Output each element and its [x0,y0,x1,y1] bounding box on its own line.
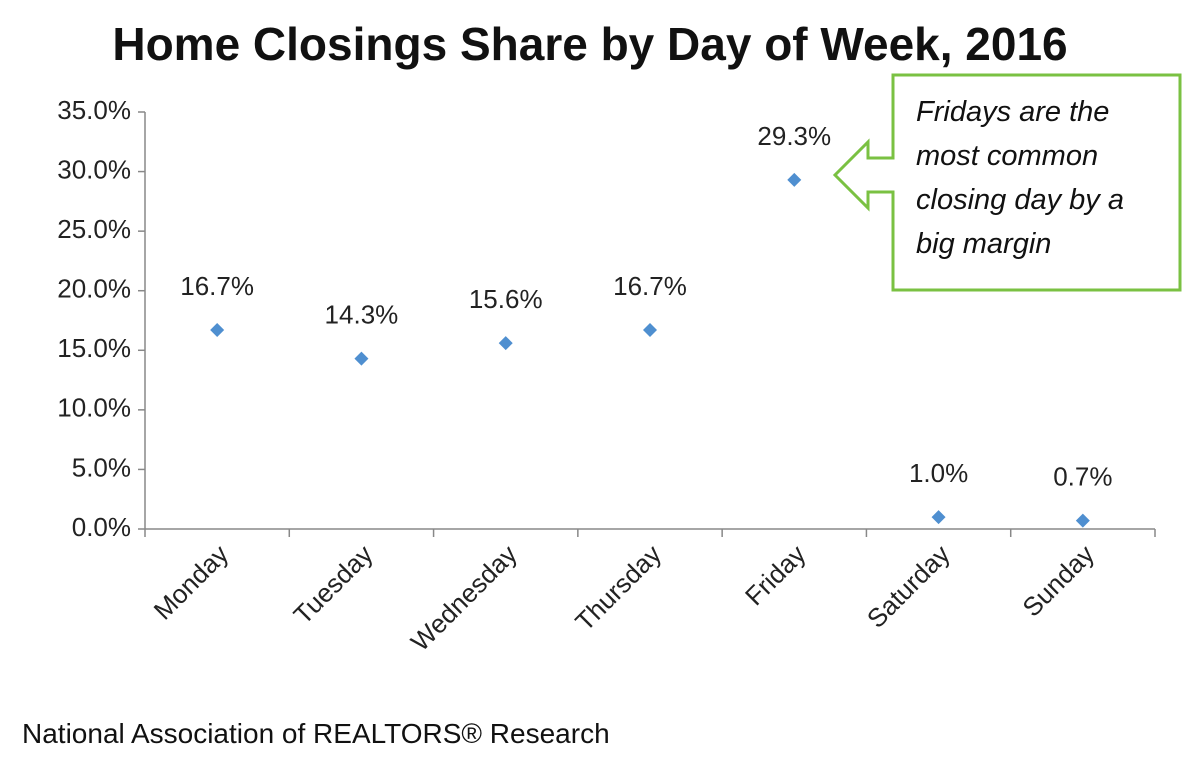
value-label: 29.3% [757,121,831,151]
marker [498,336,513,351]
marker [787,172,802,187]
value-label: 16.7% [613,271,687,301]
marker [643,323,657,338]
value-label: 16.7% [180,271,254,301]
value-label: 0.7% [1053,462,1112,492]
y-tick-label: 0.0% [72,512,131,542]
annotation-box [832,73,1182,292]
y-tick-label: 10.0% [57,393,131,423]
x-tick-label: Friday [739,539,811,611]
chart-title: Home Closings Share by Day of Week, 2016 [112,18,1068,70]
annotation: Fridays are the most common closing day … [916,96,1124,260]
x-tick-label: Thursday [569,539,667,637]
value-label: 15.6% [469,284,543,314]
x-tick-label: Monday [148,539,235,626]
y-tick-label: 30.0% [57,154,131,184]
y-tick-label: 15.0% [57,333,131,363]
x-tick-label: Sunday [1016,539,1100,623]
marker [210,323,225,338]
x-tick-label: Tuesday [287,539,378,630]
marker [931,510,946,525]
source: National Association of REALTORS® Resear… [22,718,610,749]
y-tick-label: 5.0% [72,452,131,482]
y-tick-label: 25.0% [57,214,131,244]
marker [354,351,369,366]
value-label: 14.3% [325,300,399,330]
x-tick-label: Wednesday [405,539,523,657]
value-label: 1.0% [909,458,968,488]
y-tick-label: 35.0% [57,95,131,125]
marker [1075,513,1090,528]
x-tick-label: Saturday [861,539,956,634]
y-tick-label: 20.0% [57,274,131,304]
